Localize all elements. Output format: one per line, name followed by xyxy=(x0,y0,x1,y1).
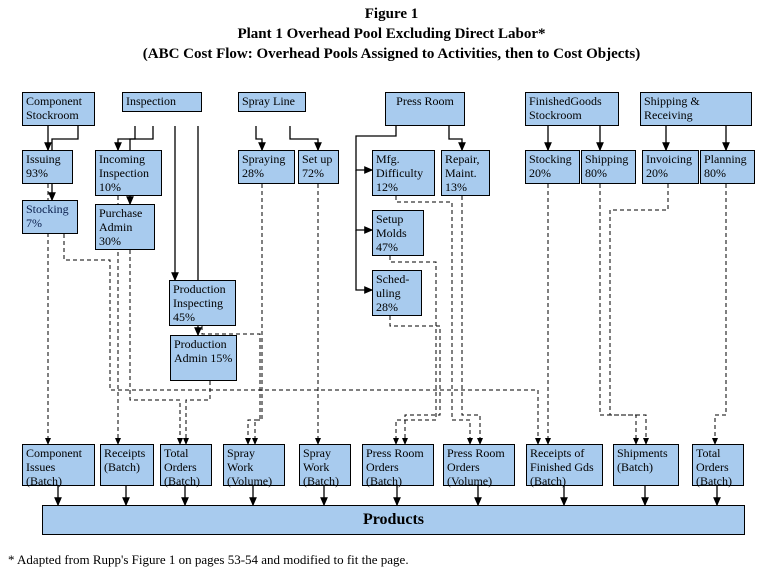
activity-a_mfgdiff: Mfg. Difficulty 12% xyxy=(372,150,435,196)
cost-object-c_recfg: Receipts of Finished Gds (Batch) xyxy=(526,444,603,486)
cost-object-c_receipts: Receipts (Batch) xyxy=(100,444,154,486)
activity-a_issuing: Issuing 93% xyxy=(22,150,73,184)
products-box: Products xyxy=(42,505,745,535)
activity-a_repair: Repair, Maint. 13% xyxy=(441,150,490,196)
activity-a_purch: Purchase Admin 30% xyxy=(95,204,155,250)
cost-object-c_prbatch: Press Room Orders (Batch) xyxy=(362,444,434,486)
activity-a_planning: Planning 80% xyxy=(700,150,755,184)
diagram-canvas: { "figure": { "title_line1": "Figure 1",… xyxy=(0,0,783,576)
cost-object-c_totorders: Total Orders (Batch) xyxy=(160,444,212,486)
figure-footnote: * Adapted from Rupp's Figure 1 on pages … xyxy=(8,552,409,568)
cost-object-c_totorders2: Total Orders (Batch) xyxy=(692,444,744,486)
products-label: Products xyxy=(363,511,424,529)
activity-a_shipping: Shipping 80% xyxy=(581,150,636,184)
activity-a_prodadmin: Production Admin 15% xyxy=(170,335,237,381)
cost-object-c_sprbatch: Spray Work (Batch) xyxy=(299,444,351,486)
activity-a_invoicing: Invoicing 20% xyxy=(642,150,699,184)
activity-a_stocking: Stocking 20% xyxy=(525,150,580,184)
pool-p_compstock: Component Stockroom xyxy=(22,92,95,126)
pool-p_fg: FinishedGoods Stockroom xyxy=(525,92,619,126)
pool-p_spray: Spray Line xyxy=(238,92,306,112)
activity-a_incoming: Incoming Inspection 10% xyxy=(95,150,162,196)
activity-a_prodinsp: Production Inspecting 45% xyxy=(169,280,236,326)
activity-a_stocking2: Stocking 7% xyxy=(22,200,78,234)
activity-a_spraying: Spraying 28% xyxy=(238,150,295,184)
cost-object-c_sprvol: Spray Work (Volume) xyxy=(223,444,285,486)
pool-p_press: Press Room xyxy=(385,92,465,126)
activity-a_sched: Sched-uling 28% xyxy=(372,270,422,316)
activity-a_setup: Set up 72% xyxy=(298,150,339,184)
pool-p_ship: Shipping & Receiving xyxy=(640,92,752,126)
activity-a_setupmolds: Setup Molds 47% xyxy=(372,210,424,256)
pool-p_insp: Inspection xyxy=(122,92,202,112)
cost-object-c_prvol: Press Room Orders (Volume) xyxy=(443,444,515,486)
cost-object-c_compiss: Component Issues (Batch) xyxy=(22,444,95,486)
cost-object-c_shipmts: Shipments (Batch) xyxy=(613,444,679,486)
